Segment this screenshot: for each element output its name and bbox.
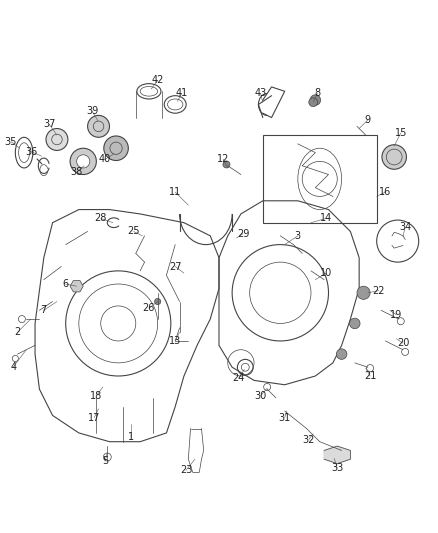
Text: 38: 38 — [71, 167, 83, 177]
Text: 7: 7 — [41, 305, 47, 316]
Bar — [263, 135, 377, 223]
Text: 3: 3 — [295, 231, 301, 241]
Circle shape — [309, 98, 318, 107]
Circle shape — [77, 155, 90, 168]
Text: 30: 30 — [254, 391, 267, 401]
Text: 32: 32 — [303, 434, 315, 445]
Text: 31: 31 — [279, 413, 291, 423]
Text: 13: 13 — [169, 336, 181, 346]
Circle shape — [46, 128, 68, 150]
Polygon shape — [70, 280, 83, 292]
Text: 21: 21 — [364, 371, 376, 381]
Circle shape — [88, 115, 110, 138]
Text: 5: 5 — [102, 456, 108, 466]
Text: 6: 6 — [63, 279, 69, 289]
Text: 17: 17 — [88, 413, 100, 423]
Text: 29: 29 — [237, 229, 249, 239]
Text: 8: 8 — [314, 88, 321, 99]
Text: 26: 26 — [143, 303, 155, 313]
Text: 42: 42 — [152, 75, 164, 85]
Polygon shape — [324, 446, 350, 464]
Text: 40: 40 — [99, 154, 111, 164]
Circle shape — [104, 136, 128, 160]
Text: 34: 34 — [399, 222, 411, 232]
Text: 2: 2 — [14, 327, 21, 337]
Text: 18: 18 — [90, 391, 102, 401]
Text: 24: 24 — [233, 373, 245, 383]
Text: 14: 14 — [320, 213, 332, 223]
Text: 33: 33 — [331, 463, 343, 473]
Text: 37: 37 — [43, 119, 55, 129]
Circle shape — [70, 148, 96, 174]
Text: 10: 10 — [320, 268, 332, 278]
Text: 4: 4 — [10, 362, 16, 372]
Circle shape — [382, 145, 406, 169]
Text: 36: 36 — [25, 147, 38, 157]
Text: 11: 11 — [169, 187, 181, 197]
Text: 41: 41 — [176, 88, 188, 99]
Text: 22: 22 — [373, 286, 385, 296]
Text: 16: 16 — [379, 187, 392, 197]
Text: 12: 12 — [217, 154, 230, 164]
Text: 27: 27 — [169, 262, 181, 271]
Text: 23: 23 — [180, 465, 192, 475]
Circle shape — [336, 349, 347, 359]
Text: 43: 43 — [254, 88, 267, 99]
Text: 20: 20 — [397, 338, 409, 348]
Circle shape — [350, 318, 360, 329]
Text: 35: 35 — [5, 136, 17, 147]
Circle shape — [357, 286, 370, 300]
Text: 28: 28 — [95, 213, 107, 223]
Text: 19: 19 — [390, 310, 403, 320]
Circle shape — [223, 161, 230, 168]
Text: 25: 25 — [127, 227, 140, 237]
Circle shape — [155, 298, 161, 304]
Circle shape — [310, 95, 321, 106]
Text: 39: 39 — [86, 106, 98, 116]
Text: 1: 1 — [128, 432, 134, 442]
Text: 9: 9 — [365, 115, 371, 125]
Text: 15: 15 — [395, 128, 407, 138]
